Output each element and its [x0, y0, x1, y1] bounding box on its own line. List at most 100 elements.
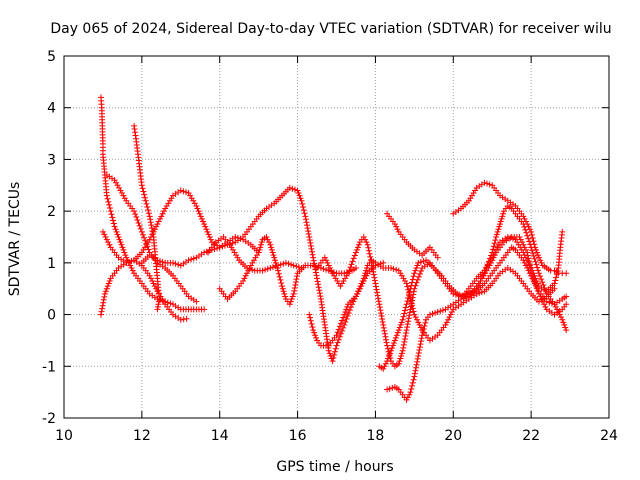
- data-point: [406, 309, 413, 316]
- data-point: [402, 307, 409, 314]
- data-point: [408, 300, 415, 307]
- data-point: [195, 208, 202, 215]
- data-point: [374, 289, 381, 296]
- data-point: [352, 249, 359, 256]
- data-point: [554, 268, 561, 275]
- data-point: [370, 271, 377, 278]
- data-point: [112, 226, 119, 233]
- data-point: [346, 267, 353, 274]
- data-point: [383, 339, 390, 346]
- data-point: [443, 319, 450, 326]
- data-point: [381, 363, 388, 370]
- data-point: [556, 311, 563, 318]
- data-point: [375, 295, 382, 302]
- data-point: [374, 292, 381, 299]
- data-point: [203, 226, 210, 233]
- data-point: [257, 244, 264, 251]
- data-point: [294, 273, 301, 280]
- data-point: [526, 262, 533, 269]
- data-point: [153, 223, 160, 230]
- data-point: [354, 290, 361, 297]
- data-point: [200, 218, 207, 225]
- data-point: [148, 225, 155, 232]
- data-point: [522, 254, 529, 261]
- data-point: [529, 267, 536, 274]
- data-point: [180, 316, 187, 323]
- data-point: [285, 260, 292, 267]
- data-point: [377, 310, 384, 317]
- data-point: [139, 231, 146, 238]
- data-point: [397, 321, 404, 328]
- data-point: [561, 321, 568, 328]
- data-point: [280, 288, 287, 295]
- data-point: [356, 285, 363, 292]
- data-point: [415, 319, 422, 326]
- data-point: [188, 256, 195, 263]
- data-point: [325, 347, 332, 354]
- data-point: [159, 210, 166, 217]
- data-point: [386, 352, 393, 359]
- data-point: [103, 192, 110, 199]
- data-point: [145, 210, 152, 217]
- data-point: [327, 265, 334, 272]
- data-point: [149, 277, 156, 284]
- data-point: [391, 337, 398, 344]
- data-point: [307, 317, 314, 324]
- data-point: [542, 303, 549, 310]
- data-point: [409, 379, 416, 386]
- data-point: [99, 302, 106, 309]
- data-point: [334, 329, 341, 336]
- x-tick-label: 22: [522, 428, 540, 444]
- data-point: [403, 396, 410, 403]
- data-point: [167, 300, 174, 307]
- data-point: [392, 334, 399, 341]
- data-point: [157, 215, 164, 222]
- data-point: [291, 186, 298, 193]
- data-point: [388, 345, 395, 352]
- data-point: [149, 231, 156, 238]
- data-point: [326, 350, 333, 357]
- data-point: [384, 386, 391, 393]
- data-point: [193, 202, 200, 209]
- data-point: [412, 314, 419, 321]
- data-point: [359, 277, 366, 284]
- data-point: [97, 311, 104, 318]
- data-point: [269, 264, 276, 271]
- data-point: [370, 268, 377, 275]
- data-point: [532, 258, 539, 265]
- data-point: [391, 221, 398, 228]
- data-point: [494, 228, 501, 235]
- data-point: [277, 276, 284, 283]
- data-point: [408, 303, 415, 310]
- data-point: [103, 285, 110, 292]
- data-point: [339, 317, 346, 324]
- data-point: [306, 234, 313, 240]
- data-point: [498, 215, 505, 222]
- data-point: [289, 293, 296, 300]
- data-point: [410, 273, 417, 280]
- data-point: [108, 211, 115, 218]
- data-point: [313, 272, 320, 279]
- data-point: [563, 293, 570, 300]
- data-point: [162, 298, 169, 305]
- data-point: [138, 182, 145, 189]
- data-point: [415, 349, 422, 356]
- data-point: [416, 347, 423, 354]
- data-point: [484, 180, 491, 187]
- data-point: [146, 236, 153, 243]
- data-point: [521, 252, 528, 259]
- data-point: [360, 275, 367, 282]
- data-point: [403, 330, 410, 337]
- data-point: [429, 310, 436, 317]
- data-point: [530, 238, 537, 245]
- data-point: [380, 324, 387, 331]
- data-point: [183, 315, 190, 322]
- data-point: [489, 246, 496, 253]
- data-point: [434, 308, 441, 315]
- data-point: [98, 308, 105, 315]
- data-point: [342, 318, 349, 325]
- data-point: [522, 218, 529, 225]
- data-point: [346, 307, 353, 314]
- data-point: [123, 259, 130, 266]
- data-point: [143, 200, 150, 207]
